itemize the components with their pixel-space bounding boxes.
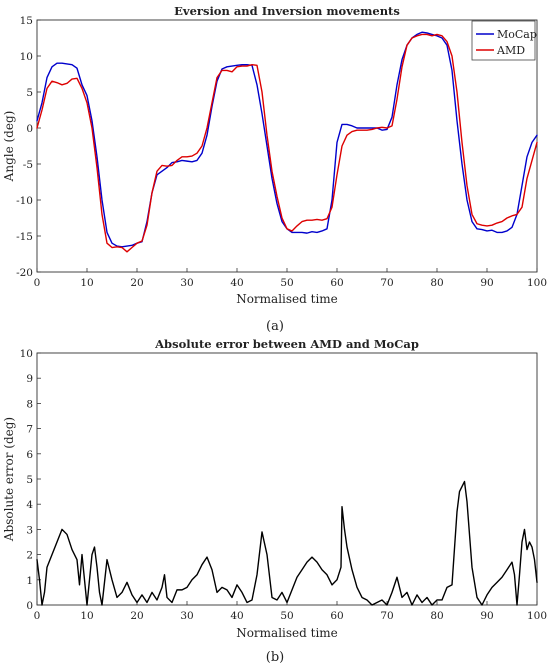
panel-b-y-tick-label: 5 [26,474,33,486]
panel-b-background [37,353,537,605]
panel-a-x-tick-label: 80 [430,277,443,289]
panel-b-plot-area [36,352,538,606]
panel-b-y-tick-label: 3 [26,524,33,536]
panel-b-ylabel: Absolute error (deg) [2,417,16,542]
panel-a-y-tick-label: -10 [16,195,33,207]
panel-b-y-tick-label: 8 [26,398,33,410]
panel-b-x-tick-label: 80 [430,610,443,622]
panel-b-x-tick-label: 70 [380,610,393,622]
panel-a-x-tick-label: 0 [34,277,41,289]
panel-a-x-tick-label: 40 [230,277,243,289]
panel-a-x-tick-label: 20 [130,277,143,289]
panel-a-x-tick-label: 30 [180,277,193,289]
panel-b-y-tick-label: 9 [26,373,33,385]
legend-label-mocap: MoCap [497,28,537,41]
panel-b-y-tick-label: 6 [26,449,33,461]
panel-a-y-tick-label: 10 [20,51,33,63]
panel-a-x-tick-label: 100 [527,277,547,289]
panel-b-y-tick-label: 10 [20,348,33,360]
panel-b-series-series-0-line [36,480,538,606]
panel-b-xlabel: Normalised time [236,626,338,640]
panel-b-x-tick-label: 100 [527,610,547,622]
panel-a-series-amd-line [36,33,538,253]
panel-a-label: (a) [266,319,284,334]
panel-a-legend: MoCap AMD [471,20,537,61]
panel-a: Eversion and Inversion movements -20-15-… [2,4,547,334]
panel-a-background [37,20,537,272]
panel-a-y-tick-label: 0 [26,123,33,135]
legend-box [471,20,536,61]
panel-b-x-tick-label: 10 [80,610,93,622]
panel-a-y-tick-label: 15 [20,15,33,27]
panel-b-x-tick-label: 50 [280,610,293,622]
panel-b-y-tick-label: 7 [26,424,33,436]
panel-b-y-tick-label: 0 [26,600,33,612]
legend-label-amd: AMD [496,44,525,57]
panel-a-x-tick-label: 60 [330,277,343,289]
panel-b-y-tick-label: 2 [26,550,33,562]
panel-b-series [36,480,538,606]
panel-b-x-ticks: 0 10 20 30 40 50 60 70 80 90 100 [34,601,547,622]
panel-b-x-tick-label: 40 [230,610,243,622]
panel-b: Absolute error between AMD and MoCap 0 1 2… [2,337,547,665]
panel-a-y-tick-label: -5 [23,159,33,171]
panel-b-x-tick-label: 90 [480,610,493,622]
panel-a-series [36,31,538,253]
panel-a-y-tick-label: -15 [16,231,33,243]
panel-b-y-tick-label: 4 [26,499,33,511]
panel-b-label: (b) [266,650,284,665]
panel-a-x-ticks: 0 10 20 30 40 50 60 70 80 90 100 [34,268,547,289]
panel-b-x-tick-label: 20 [130,610,143,622]
panel-a-y-ticks: -20 -15 -10 -5 0 5 10 15 [16,15,41,279]
panel-b-x-tick-label: 60 [330,610,343,622]
panel-b-y-ticks: 0 1 2 3 4 5 6 7 8 9 10 [20,348,41,612]
panel-a-xlabel: Normalised time [236,292,338,306]
panel-b-x-tick-label: 0 [34,610,41,622]
panel-a-plot-area [36,19,538,273]
panel-a-x-tick-label: 10 [80,277,93,289]
panel-b-title: Absolute error between AMD and MoCap [154,337,419,351]
panel-a-x-tick-label: 70 [380,277,393,289]
panel-a-ylabel: Angle (deg) [2,111,16,183]
panel-a-title: Eversion and Inversion movements [174,4,400,18]
panel-a-x-tick-label: 50 [280,277,293,289]
panel-b-y-tick-label: 1 [26,575,33,587]
panel-a-y-tick-label: -20 [16,267,33,279]
panel-a-y-tick-label: 5 [26,87,33,99]
panel-b-x-tick-label: 30 [180,610,193,622]
panel-a-x-tick-label: 90 [480,277,493,289]
